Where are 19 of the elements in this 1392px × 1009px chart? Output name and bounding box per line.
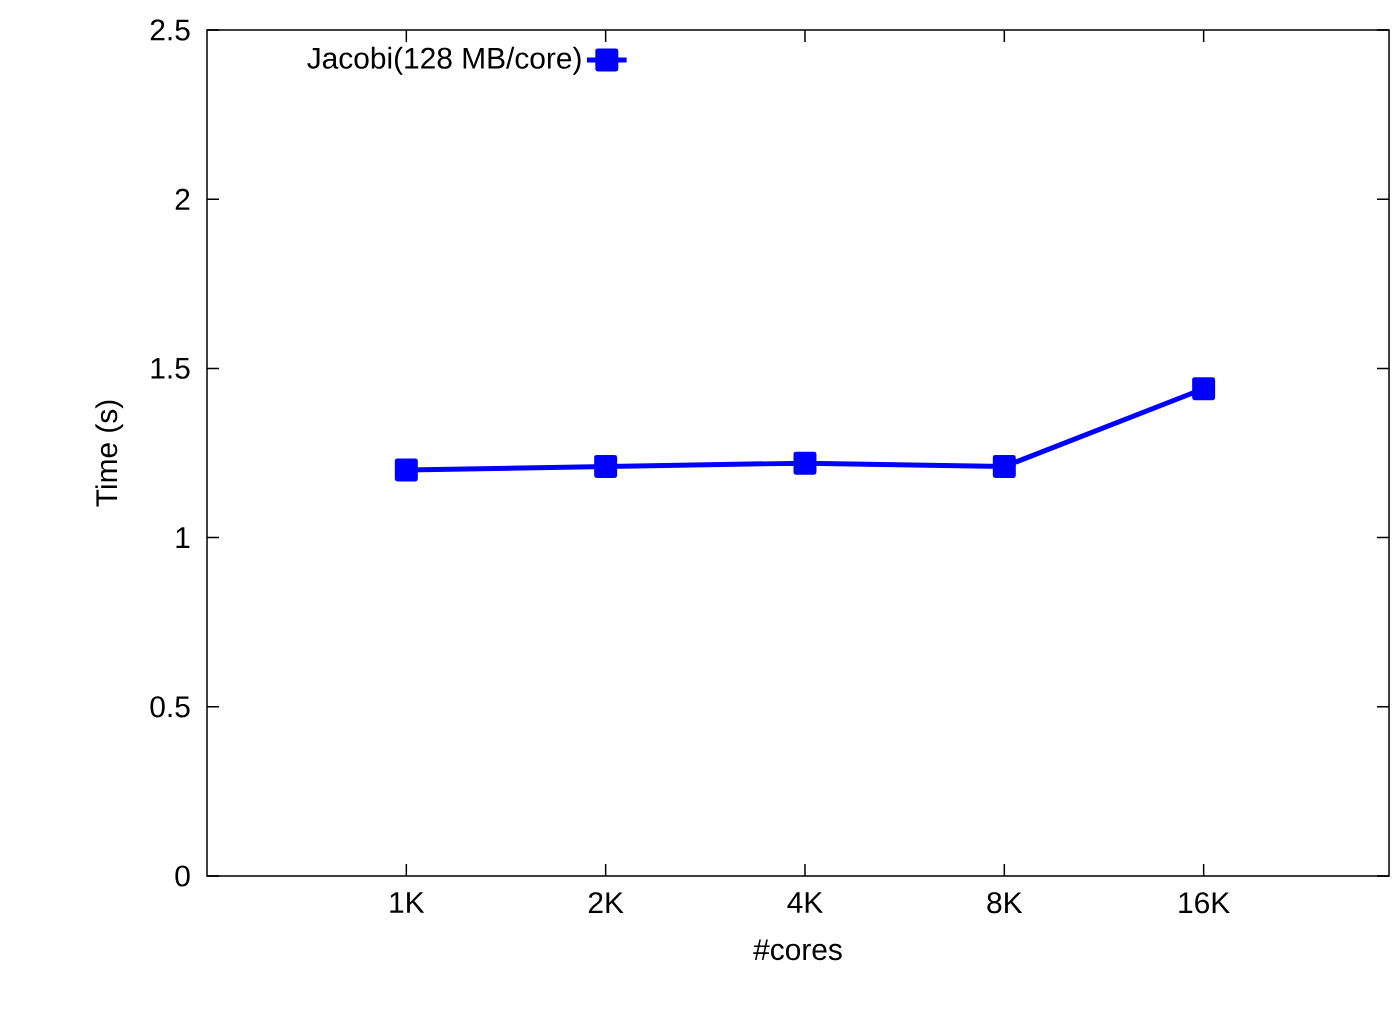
y-tick-label: 0 (175, 865, 190, 887)
point (394, 458, 418, 482)
y-tick-label: 2 (175, 188, 190, 210)
y-tick-label: 1 (176, 527, 190, 548)
point (1192, 377, 1216, 401)
point (793, 451, 817, 475)
y-tick-label: 1.5 (151, 357, 190, 379)
x-axis-title: #cores (753, 939, 842, 961)
point (992, 455, 1016, 479)
x-tick-label: 2K (588, 892, 624, 914)
x-tick-label: 8K (987, 892, 1023, 914)
point (594, 455, 618, 479)
legend-label: Jacobi(128 MB/core) (307, 46, 581, 75)
y-tick-label: 2.5 (150, 19, 190, 41)
x-tick-label: 16K (1179, 892, 1230, 914)
y-axis-title: Time (s) (95, 400, 124, 507)
x-tick-label: 1K (390, 892, 425, 913)
x-tick-label: 4K (787, 892, 823, 913)
y-tick-label: 0.5 (150, 696, 190, 718)
